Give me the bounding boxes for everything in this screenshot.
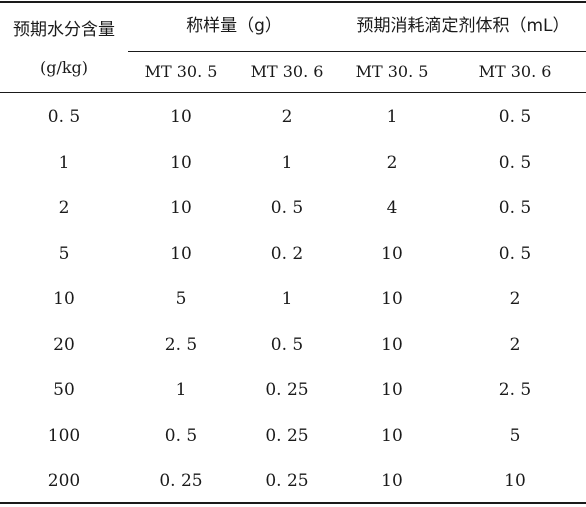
volume-mt306-cell: 0. 5: [498, 198, 532, 218]
mass-mt305-cell: 2. 5: [164, 334, 198, 355]
mass-mt306-cell: 0. 5: [270, 198, 304, 218]
volume-mt306-cell: 2: [509, 334, 521, 355]
moisture-cell: 100: [47, 425, 81, 446]
volume-mt306-cell: 0. 5: [498, 152, 532, 173]
moisture-cell: 10: [53, 289, 75, 309]
volume-mt305-cell: 10: [381, 380, 403, 400]
subheader-mt306-volume: MT 30. 6: [478, 62, 552, 81]
moisture-cell: 200: [47, 471, 81, 491]
moisture-cell: 20: [53, 334, 75, 355]
header-unit: (g/kg): [39, 58, 89, 77]
mass-mt306-cell: 0. 2: [270, 243, 304, 264]
mass-mt306-cell: 1: [281, 152, 293, 173]
volume-mt306-cell: 0. 5: [498, 107, 532, 127]
moisture-cell: 5: [58, 243, 70, 264]
table-bottom-rule: [0, 502, 586, 504]
subheader-mt305-volume: MT 30. 5: [355, 62, 429, 81]
mass-mt306-cell: 1: [281, 289, 293, 309]
mass-mt305-cell: 10: [170, 243, 192, 264]
volume-mt305-cell: 10: [381, 289, 403, 309]
volume-mt306-cell: 2: [509, 289, 521, 309]
mass-mt305-cell: 1: [175, 380, 187, 400]
volume-mt305-cell: 10: [381, 425, 403, 446]
moisture-cell: 50: [53, 380, 75, 400]
mass-mt305-cell: 5: [175, 289, 187, 309]
mass-mt306-cell: 2: [281, 107, 293, 127]
subheader-mt305-mass: MT 30. 5: [144, 62, 218, 81]
volume-mt305-cell: 4: [386, 198, 398, 218]
header-sample-mass: 称样量（g）: [186, 16, 282, 36]
moisture-cell: 1: [58, 152, 70, 173]
subheader-mt306-mass: MT 30. 6: [250, 62, 324, 81]
moisture-cell: 0. 5: [47, 107, 81, 127]
header-bottom-rule: [0, 92, 586, 93]
volume-mt305-cell: 10: [381, 334, 403, 355]
mass-mt305-cell: 0. 25: [159, 471, 203, 491]
volume-mt306-cell: 0. 5: [498, 243, 532, 264]
mass-mt306-cell: 0. 25: [265, 471, 309, 491]
mass-mt306-cell: 0. 25: [265, 380, 309, 400]
mass-mt306-cell: 0. 25: [265, 425, 309, 446]
header-titrant-volume: 预期消耗滴定剂体积（mL）: [356, 16, 570, 36]
volume-mt306-cell: 2. 5: [498, 380, 532, 400]
volume-mt306-cell: 10: [504, 471, 526, 491]
mass-mt305-cell: 10: [170, 107, 192, 127]
volume-mt306-cell: 5: [509, 425, 521, 446]
table-top-rule: [0, 1, 586, 3]
header-sub-rule: [128, 51, 586, 52]
volume-mt305-cell: 10: [381, 471, 403, 491]
volume-mt305-cell: 10: [381, 243, 403, 264]
moisture-cell: 2: [58, 198, 70, 218]
mass-mt305-cell: 10: [170, 198, 192, 218]
volume-mt305-cell: 2: [386, 152, 398, 173]
mass-mt305-cell: 0. 5: [164, 425, 198, 446]
mass-mt306-cell: 0. 5: [270, 334, 304, 355]
volume-mt305-cell: 1: [386, 107, 398, 127]
mass-mt305-cell: 10: [170, 152, 192, 173]
header-expected-moisture: 预期水分含量: [13, 20, 115, 40]
